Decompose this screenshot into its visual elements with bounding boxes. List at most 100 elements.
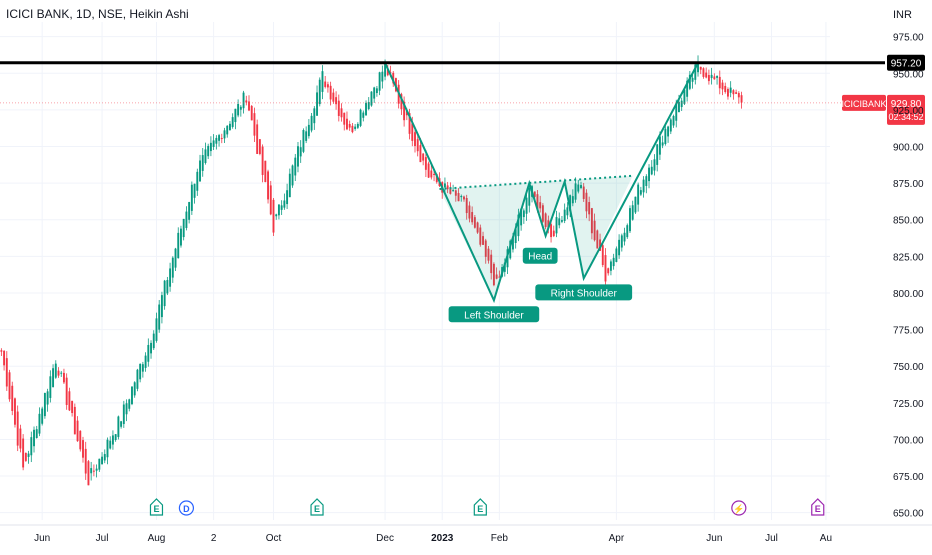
y-tick-label: 900.00 [893, 143, 924, 154]
event-markers: E D E E ⚡ E [149, 498, 825, 516]
y-tick-label: 725.00 [893, 399, 924, 410]
candle [220, 137, 223, 139]
candle [201, 155, 204, 171]
candle [522, 210, 525, 218]
head-and-shoulders-pattern: Left Shoulder Head Right Shoulder [384, 62, 699, 323]
event-marker-glyph: D [183, 504, 190, 514]
candle [346, 118, 348, 130]
candle [242, 92, 245, 109]
candle [525, 197, 528, 214]
candle [199, 160, 201, 182]
candle [209, 142, 212, 152]
candle [667, 126, 670, 137]
candle [8, 372, 11, 400]
candle [392, 72, 395, 84]
grid [0, 22, 830, 520]
candle [686, 80, 689, 97]
candle [305, 131, 308, 141]
candle [275, 214, 278, 217]
candle [299, 147, 302, 157]
candle [313, 108, 316, 124]
candle [136, 369, 139, 389]
candle [514, 229, 517, 243]
candle [490, 254, 493, 274]
candle [160, 295, 163, 318]
candle [454, 190, 457, 196]
candle [188, 202, 191, 220]
candle [370, 91, 373, 106]
candle [566, 207, 569, 216]
event-marker-flag [473, 498, 487, 516]
event-marker-glyph: E [314, 504, 320, 514]
candle [141, 364, 144, 372]
x-tick-label: Apr [609, 533, 625, 544]
candle [560, 220, 563, 222]
candle [471, 212, 474, 223]
y-tick-label: 650.00 [893, 509, 924, 520]
x-tick-label: Jul [765, 533, 778, 544]
pattern-label-box [448, 306, 540, 323]
candle [19, 428, 22, 449]
candle [297, 146, 299, 167]
candle [724, 85, 727, 92]
candle [49, 376, 52, 398]
candle [256, 124, 259, 154]
candle [691, 77, 694, 82]
candle [144, 355, 147, 368]
candle [33, 429, 35, 447]
candle [615, 248, 618, 262]
candle [329, 85, 332, 100]
candle [245, 100, 248, 103]
candle [416, 139, 419, 152]
candle [740, 95, 743, 103]
candle [558, 218, 561, 226]
candle [286, 190, 289, 205]
candle [24, 452, 27, 461]
neckline [439, 174, 633, 190]
candle [656, 144, 659, 165]
candle [139, 363, 142, 380]
candle [479, 227, 482, 245]
candle [476, 222, 479, 233]
event-marker-flag [310, 498, 324, 516]
candle [267, 171, 270, 200]
candle [316, 92, 318, 116]
candle [713, 76, 716, 80]
candle [381, 71, 384, 82]
price-levels: 957.20 ICICIBANK 929.80 02:34:52 [0, 54, 925, 125]
x-tick-label: Jun [706, 533, 722, 544]
time-axis[interactable]: Jun Jul Aug 2 Oct Dec 2023 Feb Apr Jun Jul Au [0, 524, 932, 544]
event-marker-glyph: E [153, 504, 159, 514]
candle [694, 64, 697, 80]
candle [321, 71, 324, 92]
chart-title: ICICI BANK, 1D, NSE, Heikin Ashi [6, 7, 189, 21]
candle [552, 230, 555, 237]
candle [707, 75, 710, 82]
candle [414, 132, 416, 147]
price-axis[interactable]: 975.00 950.00 925.00 900.00 875.00 850.00 825.… [893, 33, 924, 520]
candle [180, 228, 182, 246]
event-marker-circle [731, 500, 747, 516]
candle [239, 106, 242, 110]
candle [528, 187, 531, 206]
candle [403, 101, 406, 121]
candle [729, 87, 732, 93]
candle [283, 200, 286, 208]
candle [609, 261, 612, 271]
y-tick-label: 925.00 [893, 106, 924, 117]
x-tick-label: 2 [211, 533, 217, 544]
candle [590, 208, 593, 234]
candle [348, 124, 351, 128]
candle [520, 208, 523, 226]
candle [498, 276, 501, 278]
candle [604, 255, 607, 282]
last-price-label: 929.80 [891, 99, 922, 110]
candle [11, 385, 14, 411]
last-price-box [887, 94, 925, 125]
candle [607, 268, 610, 274]
candle [258, 139, 261, 154]
candle [38, 413, 41, 434]
candle [468, 205, 471, 219]
candle [120, 421, 123, 427]
